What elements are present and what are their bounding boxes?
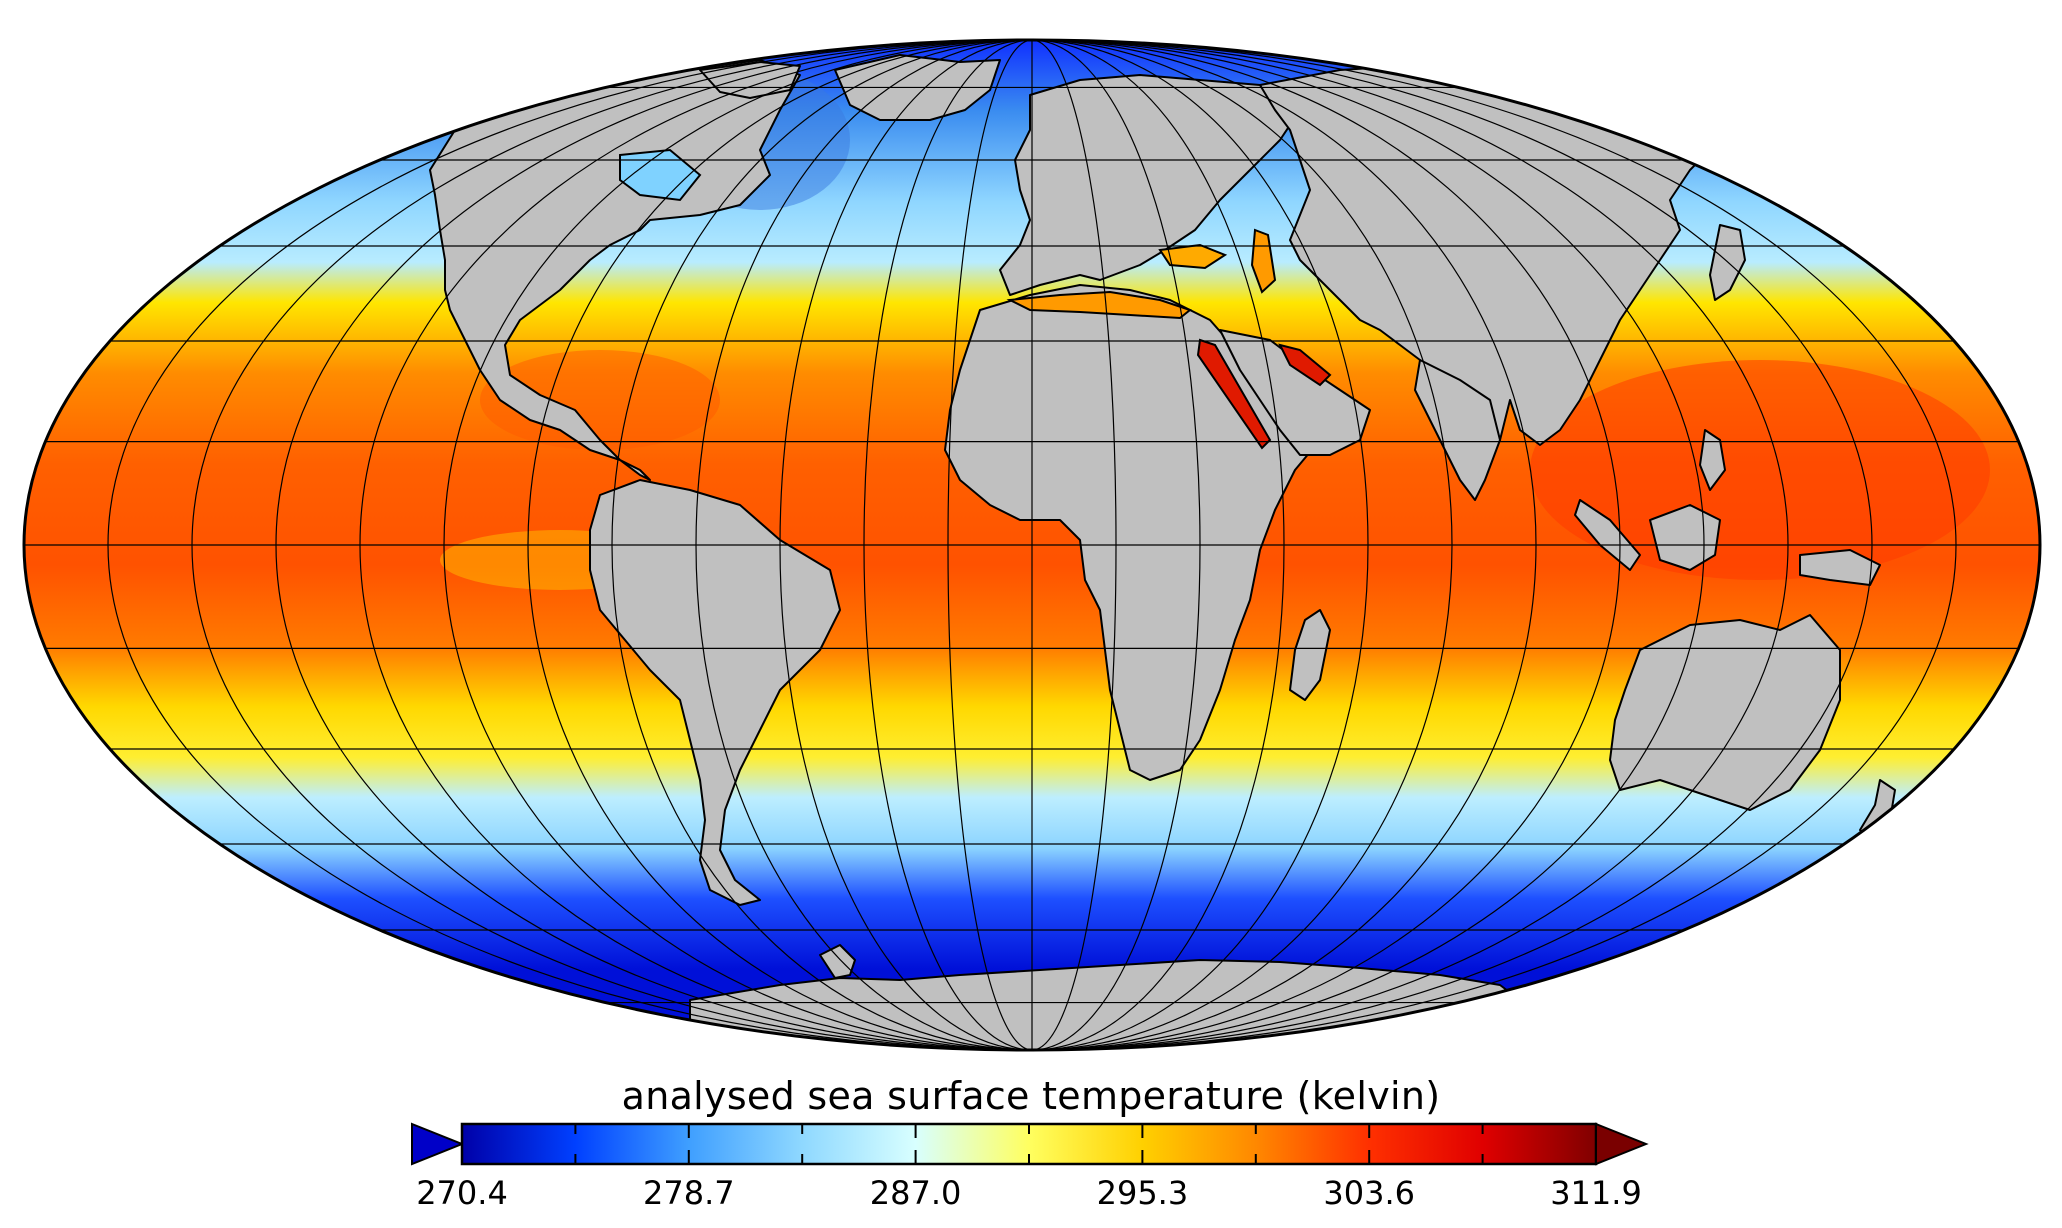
graticule-meridian [107,40,1033,1050]
land-philippines [1699,429,1726,491]
graticule-meridian [863,40,1033,1050]
colorbar-extend-high-arrow [1595,1122,1649,1166]
red-sea [1196,338,1272,450]
colorbar-tick-label: 270.4 [416,1174,508,1212]
colorbar-title: analysed sea surface temperature (kelvin… [621,1074,1441,1118]
graticule-meridian [359,40,1033,1050]
land-antarctic-peninsula [819,944,856,979]
world-map [22,38,2042,1052]
land-madagascar [1289,609,1331,701]
graticule-meridian [527,40,1033,1050]
hudson-bay [619,148,702,202]
colorbar-tick-label: 278.7 [643,1174,735,1212]
land-india [1414,359,1501,501]
graticule-meridian [695,40,1033,1050]
graticule-meridian [1031,40,1957,1050]
colorbar-tick-label: 303.6 [1323,1174,1415,1212]
land-japan [1709,224,1746,301]
graticule-meridian [1031,40,1537,1050]
land-borneo [1649,504,1721,571]
colorbar-tick-label: 295.3 [1097,1174,1189,1212]
graticule-meridian [611,40,1033,1050]
globe-outline [22,38,2042,1052]
colorbar-extend-low-arrow [411,1122,465,1166]
inland-seas [619,148,1332,450]
graticule-meridian [443,40,1033,1050]
land-south-america [589,479,841,906]
land-australia [1609,614,1841,811]
colorbar-tick-label: 287.0 [870,1174,962,1212]
land-sumatra [1574,499,1641,571]
colorbar-tick-label: 311.9 [1550,1174,1642,1212]
graticule-meridian [1031,40,1621,1050]
mediterranean [1006,290,1193,320]
graticule-meridian [275,40,1033,1050]
graticule-meridian [779,40,1033,1050]
graticule-meridian [1031,40,1117,1050]
graticule-meridian [1031,40,1705,1050]
graticule-meridian [947,40,1033,1050]
graticule-meridian [1031,40,1201,1050]
persian-gulf [1278,343,1332,387]
graticule-meridian [1031,40,1453,1050]
graticule-meridian [1031,40,1285,1050]
graticule-meridian [1031,40,1873,1050]
colorbar: 270.4 278.7 287.0 295.3 303.6 311.9 [411,1122,1649,1212]
graticule-meridian [1031,40,1369,1050]
graticule-meridian [191,40,1033,1050]
colorbar-ticks: 270.4 278.7 287.0 295.3 303.6 311.9 [416,1124,1642,1212]
graticule-meridian [1031,40,1789,1050]
land-north-america [429,59,801,481]
